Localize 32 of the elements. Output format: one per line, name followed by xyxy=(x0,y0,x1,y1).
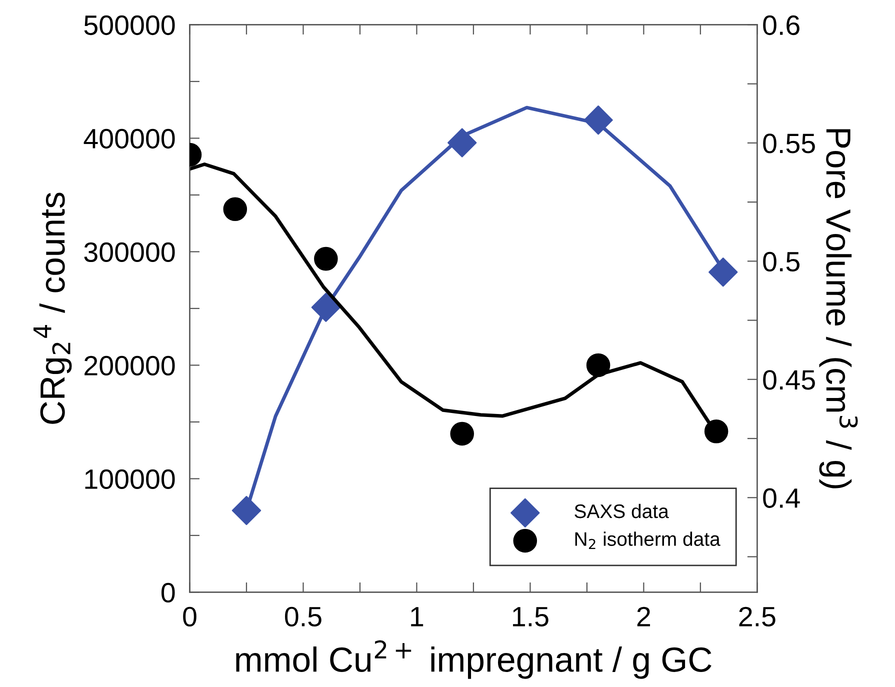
y-tick-label: 100000 xyxy=(85,469,175,490)
y-axis-title: CRg$_{2}$$^{4}$ / counts xyxy=(34,192,72,424)
point xyxy=(584,105,613,135)
point xyxy=(708,258,738,287)
point xyxy=(314,246,338,271)
x-tick-label: 1.5 xyxy=(513,607,548,626)
y-tick-label: 300000 xyxy=(84,242,175,262)
point xyxy=(586,353,610,378)
x-tick-label: 2.5 xyxy=(739,606,776,626)
x-tick-label: 0.5 xyxy=(285,606,322,626)
point xyxy=(448,128,477,158)
y2-tick-label: 0.5 xyxy=(763,252,800,272)
point xyxy=(450,422,474,446)
point xyxy=(232,496,262,526)
x-axis-title: mmol Cu$^{2+}$ impregnant / g GC xyxy=(236,640,712,679)
y-tick-label: 400000 xyxy=(84,128,175,149)
x-tick-label: 1 xyxy=(411,607,424,626)
x-tick-label: 0 xyxy=(183,606,196,626)
point xyxy=(311,292,341,322)
legend-label: N$_{2}$ isotherm data xyxy=(575,532,720,549)
y2-axis-title: Pore Volume / (cm$^{3}$ / g) xyxy=(819,129,858,488)
y2-tick-label: 0.6 xyxy=(763,15,800,36)
y2-tick-label: 0.4 xyxy=(763,488,800,508)
y-tick-label: 500000 xyxy=(84,15,175,36)
y-tick-label: 200000 xyxy=(84,356,175,376)
x-tick-label: 2 xyxy=(637,606,650,626)
y2-tick-label: 0.45 xyxy=(763,370,815,390)
legend-label: SAXS data xyxy=(574,504,669,518)
point xyxy=(223,197,248,222)
y-tick-label: 0 xyxy=(161,582,175,603)
y2-tick-label: 0.55 xyxy=(763,134,815,154)
point xyxy=(704,420,728,444)
